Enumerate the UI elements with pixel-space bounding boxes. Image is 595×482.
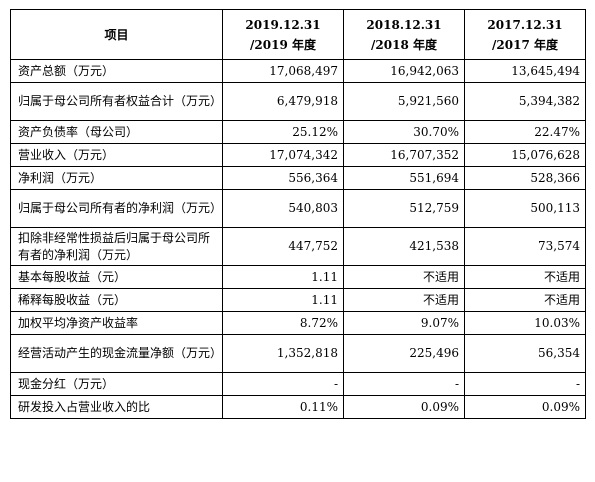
row-label: 经营活动产生的现金流量净额（万元） (10, 334, 223, 373)
cell-2019: 25.12% (222, 120, 344, 144)
cell-2018: 不适用 (343, 288, 465, 312)
cell-2017: 不适用 (464, 288, 586, 312)
cell-2017: - (464, 372, 586, 396)
table-row: 经营活动产生的现金流量净额（万元） 1,352,818 225,496 56,3… (10, 334, 586, 373)
header-2017: 2017.12.31 /2017 年度 (464, 9, 586, 60)
row-label: 扣除非经常性损益后归属于母公司所有者的净利润（万元） (10, 227, 223, 266)
row-label: 加权平均净资产收益率 (10, 311, 223, 335)
cell-2017: 500,113 (464, 189, 586, 228)
cell-2017: 不适用 (464, 265, 586, 289)
header-item: 项目 (10, 9, 223, 60)
row-label: 归属于母公司所有者的净利润（万元） (10, 189, 223, 228)
cell-2019: 8.72% (222, 311, 344, 335)
header-2019: 2019.12.31 /2019 年度 (222, 9, 344, 60)
table-row: 稀释每股收益（元） 1.11 不适用 不适用 (10, 288, 586, 312)
cell-2017: 10.03% (464, 311, 586, 335)
cell-2018: 不适用 (343, 265, 465, 289)
table-row: 营业收入（万元） 17,074,342 16,707,352 15,076,62… (10, 143, 586, 167)
row-label: 净利润（万元） (10, 166, 223, 190)
cell-2018: - (343, 372, 465, 396)
row-label: 现金分红（万元） (10, 372, 223, 396)
cell-2017: 0.09% (464, 395, 586, 419)
table-row: 归属于母公司所有者权益合计（万元） 6,479,918 5,921,560 5,… (10, 82, 586, 121)
cell-2019: 17,068,497 (222, 59, 344, 83)
cell-2018: 16,707,352 (343, 143, 465, 167)
row-label: 归属于母公司所有者权益合计（万元） (10, 82, 223, 121)
financial-summary-table-wrap: 项目 2019.12.31 /2019 年度 2018.12.31 /2018 … (10, 9, 586, 419)
cell-2019: 1.11 (222, 265, 344, 289)
cell-2017: 13,645,494 (464, 59, 586, 83)
cell-2017: 528,366 (464, 166, 586, 190)
table-row: 扣除非经常性损益后归属于母公司所有者的净利润（万元） 447,752 421,5… (10, 227, 586, 266)
header-row: 项目 2019.12.31 /2019 年度 2018.12.31 /2018 … (10, 9, 586, 60)
cell-2018: 5,921,560 (343, 82, 465, 121)
cell-2019: 6,479,918 (222, 82, 344, 121)
row-label: 资产负债率（母公司） (10, 120, 223, 144)
cell-2017: 15,076,628 (464, 143, 586, 167)
financial-summary-table: 项目 2019.12.31 /2019 年度 2018.12.31 /2018 … (10, 9, 586, 419)
row-label: 稀释每股收益（元） (10, 288, 223, 312)
cell-2017: 22.47% (464, 120, 586, 144)
header-2018: 2018.12.31 /2018 年度 (343, 9, 465, 60)
cell-2017: 73,574 (464, 227, 586, 266)
cell-2019: 1.11 (222, 288, 344, 312)
table-row: 净利润（万元） 556,364 551,694 528,366 (10, 166, 586, 190)
table-row: 现金分红（万元） - - - (10, 372, 586, 396)
cell-2018: 9.07% (343, 311, 465, 335)
row-label: 资产总额（万元） (10, 59, 223, 83)
cell-2019: 447,752 (222, 227, 344, 266)
table-row: 基本每股收益（元） 1.11 不适用 不适用 (10, 265, 586, 289)
row-label: 营业收入（万元） (10, 143, 223, 167)
cell-2018: 421,538 (343, 227, 465, 266)
cell-2018: 16,942,063 (343, 59, 465, 83)
cell-2019: 0.11% (222, 395, 344, 419)
cell-2018: 30.70% (343, 120, 465, 144)
cell-2018: 551,694 (343, 166, 465, 190)
row-label: 基本每股收益（元） (10, 265, 223, 289)
table-row: 归属于母公司所有者的净利润（万元） 540,803 512,759 500,11… (10, 189, 586, 228)
cell-2017: 56,354 (464, 334, 586, 373)
cell-2019: 556,364 (222, 166, 344, 190)
table-row: 资产总额（万元） 17,068,497 16,942,063 13,645,49… (10, 59, 586, 83)
table-row: 加权平均净资产收益率 8.72% 9.07% 10.03% (10, 311, 586, 335)
cell-2017: 5,394,382 (464, 82, 586, 121)
cell-2019: 1,352,818 (222, 334, 344, 373)
cell-2018: 512,759 (343, 189, 465, 228)
cell-2019: 540,803 (222, 189, 344, 228)
cell-2019: 17,074,342 (222, 143, 344, 167)
table-row: 资产负债率（母公司） 25.12% 30.70% 22.47% (10, 120, 586, 144)
table-row: 研发投入占营业收入的比 0.11% 0.09% 0.09% (10, 395, 586, 419)
row-label: 研发投入占营业收入的比 (10, 395, 223, 419)
cell-2019: - (222, 372, 344, 396)
cell-2018: 225,496 (343, 334, 465, 373)
cell-2018: 0.09% (343, 395, 465, 419)
